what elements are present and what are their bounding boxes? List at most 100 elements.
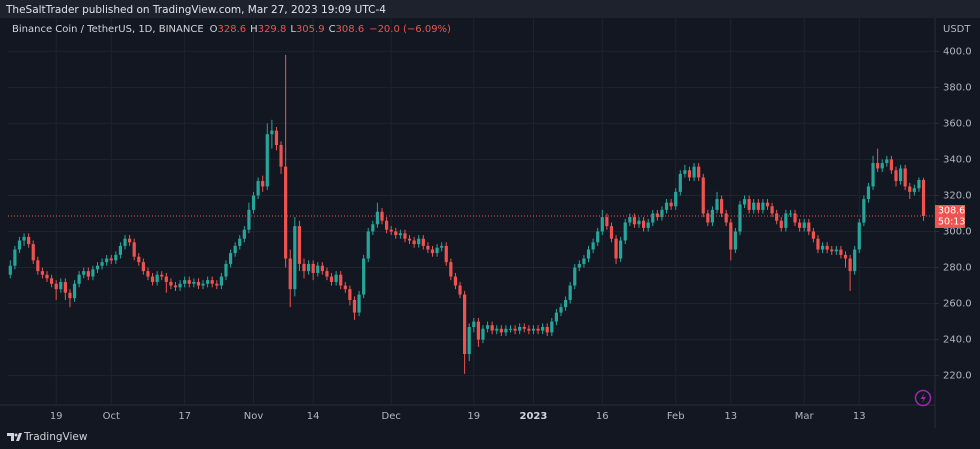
candle-body [710, 209, 715, 223]
candle-body [348, 289, 352, 300]
candle-body [857, 222, 861, 250]
alert-icon[interactable] [914, 389, 932, 407]
candle-body [91, 269, 95, 277]
candle-body [660, 209, 664, 218]
candle-body [8, 265, 12, 275]
candle-body [756, 202, 760, 210]
candle-body [742, 199, 747, 205]
candle-body [472, 321, 476, 327]
candle-body [921, 179, 926, 217]
candle-body [362, 258, 366, 295]
candle-body [270, 130, 274, 135]
candle-body [784, 213, 788, 228]
candle-body [228, 253, 233, 264]
y-tick-label: 280.0 [943, 263, 972, 274]
y-tick-label: 320.0 [943, 190, 972, 201]
y-tick-label: 260.0 [943, 299, 972, 310]
candle-body [862, 199, 866, 223]
candle-body [49, 278, 54, 284]
logo-dot [14, 433, 18, 437]
candle-body [247, 209, 251, 230]
legend-open: 328.6 [218, 24, 247, 35]
candle-body [201, 283, 205, 286]
candle-body [316, 265, 320, 273]
candle-body [876, 163, 880, 169]
y-tick-label: 400.0 [943, 46, 972, 57]
candle-body [848, 258, 852, 272]
candle-body [251, 195, 256, 210]
candle-body [765, 202, 770, 207]
candle-body [68, 292, 72, 299]
legend-high: 329.8 [258, 24, 287, 35]
x-tick-label: 13 [853, 411, 866, 422]
legend-change: −20.0 (−6.09%) [369, 24, 451, 35]
candle-body [871, 163, 875, 187]
candle-body [449, 262, 453, 277]
candle-body [573, 267, 577, 286]
x-tick-label: Dec [382, 411, 401, 422]
tradingview-logo[interactable]: TradingView [7, 431, 88, 443]
alert-circle [914, 389, 932, 407]
candle-body [843, 254, 848, 259]
candle-body [385, 220, 389, 230]
candle-body [706, 213, 710, 223]
legend-label: C [329, 24, 336, 35]
candle-body [72, 283, 77, 299]
candle-body [830, 249, 834, 252]
price-label-box [935, 205, 965, 229]
candle-body [637, 220, 641, 225]
candle-body [820, 245, 825, 250]
candle-body [619, 240, 623, 259]
candle-body [366, 231, 370, 259]
candle-body [903, 168, 907, 187]
candle-body [178, 283, 182, 288]
candle-body [27, 236, 31, 245]
candle-body [908, 186, 912, 192]
candle-body [274, 130, 279, 146]
candle-body [187, 280, 191, 284]
candle-body [311, 263, 315, 273]
candle-body [224, 263, 228, 277]
candle-body [123, 238, 127, 246]
candle-body [389, 229, 393, 232]
candle-body [697, 166, 701, 178]
y-tick-label: 220.0 [943, 371, 972, 382]
candle-body [724, 213, 728, 223]
candle-body [683, 170, 687, 174]
candle-body [664, 202, 669, 210]
candle-body [206, 280, 210, 284]
candle-body [641, 220, 646, 228]
candle-body [45, 274, 49, 279]
candle-body [866, 186, 871, 200]
y-tick-label: 300.0 [943, 226, 972, 237]
candle-body [417, 238, 421, 245]
candle-body [242, 229, 246, 239]
candle-body [334, 274, 338, 282]
x-tick-label: 2023 [520, 411, 548, 422]
candle-body [853, 249, 857, 272]
candle-body [811, 231, 815, 239]
candle-body [183, 280, 187, 284]
candle-body [596, 231, 600, 243]
candle-body [834, 249, 838, 252]
candle-body [440, 245, 444, 248]
candle-body [485, 325, 490, 329]
candle-body [426, 245, 430, 250]
y-axis-unit: USDT [943, 24, 971, 35]
candle-body [912, 188, 916, 192]
candle-body [114, 254, 118, 261]
candle-body [692, 166, 696, 178]
candle-body [288, 258, 292, 290]
candle-body [453, 276, 458, 286]
candle-body [412, 240, 416, 245]
candle-body [655, 213, 659, 218]
candle-body [729, 222, 733, 250]
candle-body [779, 220, 783, 228]
candle-body [109, 258, 113, 261]
candle-body [31, 244, 35, 261]
candle-body [531, 328, 536, 331]
candle-body [522, 326, 526, 329]
candle-body [536, 328, 540, 331]
candle-body [132, 242, 136, 257]
